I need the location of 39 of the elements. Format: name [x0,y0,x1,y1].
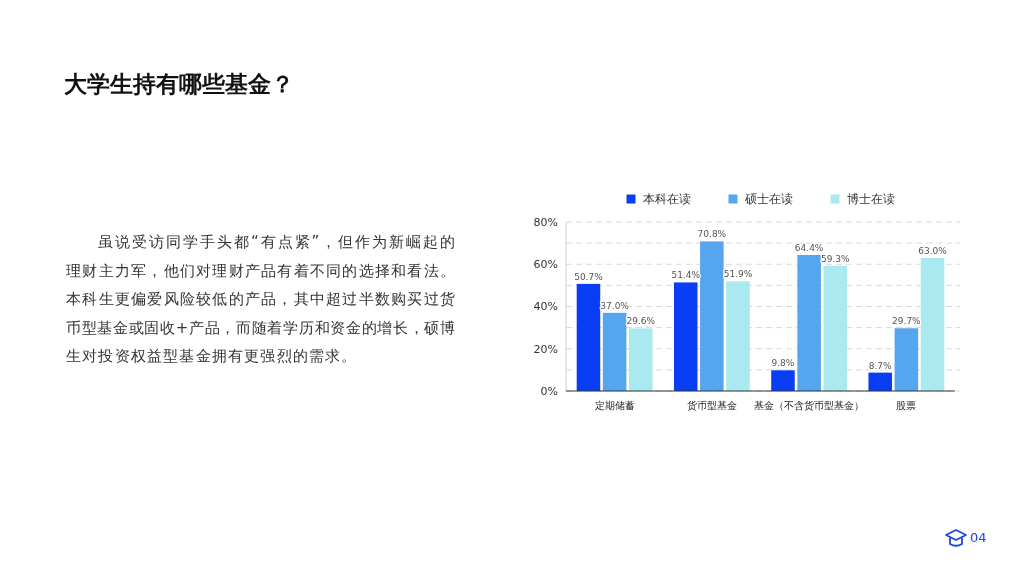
x-tick-label: 定期储蓄 [594,399,635,411]
bar [920,257,945,391]
x-tick-label: 货币型基金 [686,399,737,411]
bar [629,328,653,391]
y-tick-label: 0% [540,384,558,398]
legend-label: 本科在读 [642,192,691,207]
x-tick-label: 基金（不含货币型基金） [754,399,865,411]
data-label: 29.6% [626,316,656,327]
data-label: 63.0% [918,245,948,256]
bar [700,241,724,391]
text: 虽说受访同学手头都“有点紧”，但作为新崛起的理财主力军，他们对理财产品有着不同的选择和看法。本科生更偏爱风险较低的产品，其中超过半数购买过货币型基金或固收+产品，而随着学历和资金的增长，硕博生对投资权益型基金拥有更强烈的需求。 [66,233,455,365]
legend-label: 博士在读 [846,192,895,207]
bar [868,372,892,391]
data-label: 29.7% [892,316,922,327]
data-label: 59.3% [820,253,851,264]
data-label: 50.7% [574,271,604,282]
data-label: 9.8% [771,358,795,369]
y-tick-label: 60% [533,258,558,272]
text: 04 [970,530,987,545]
data-label: 70.8% [697,229,727,240]
data-label: 37.0% [600,300,630,311]
data-label: 51.9% [723,269,753,280]
y-tick-label: 40% [533,300,558,314]
bar [771,370,795,391]
text: 大学生持有哪些基金？ [64,71,294,97]
y-tick-label: 20% [533,342,558,356]
x-tick-label: 股票 [896,399,917,411]
bar [894,328,919,391]
bar [576,283,601,391]
bar [602,312,627,391]
bar [823,265,848,391]
bar [726,281,750,391]
y-tick-label: 80% [533,215,558,229]
data-label: 64.4% [794,242,824,253]
legend-label: 硕士在读 [743,192,793,207]
data-label: 51.4% [671,270,701,281]
bar [797,254,821,391]
bar [673,282,698,391]
data-label: 8.7% [868,360,893,371]
